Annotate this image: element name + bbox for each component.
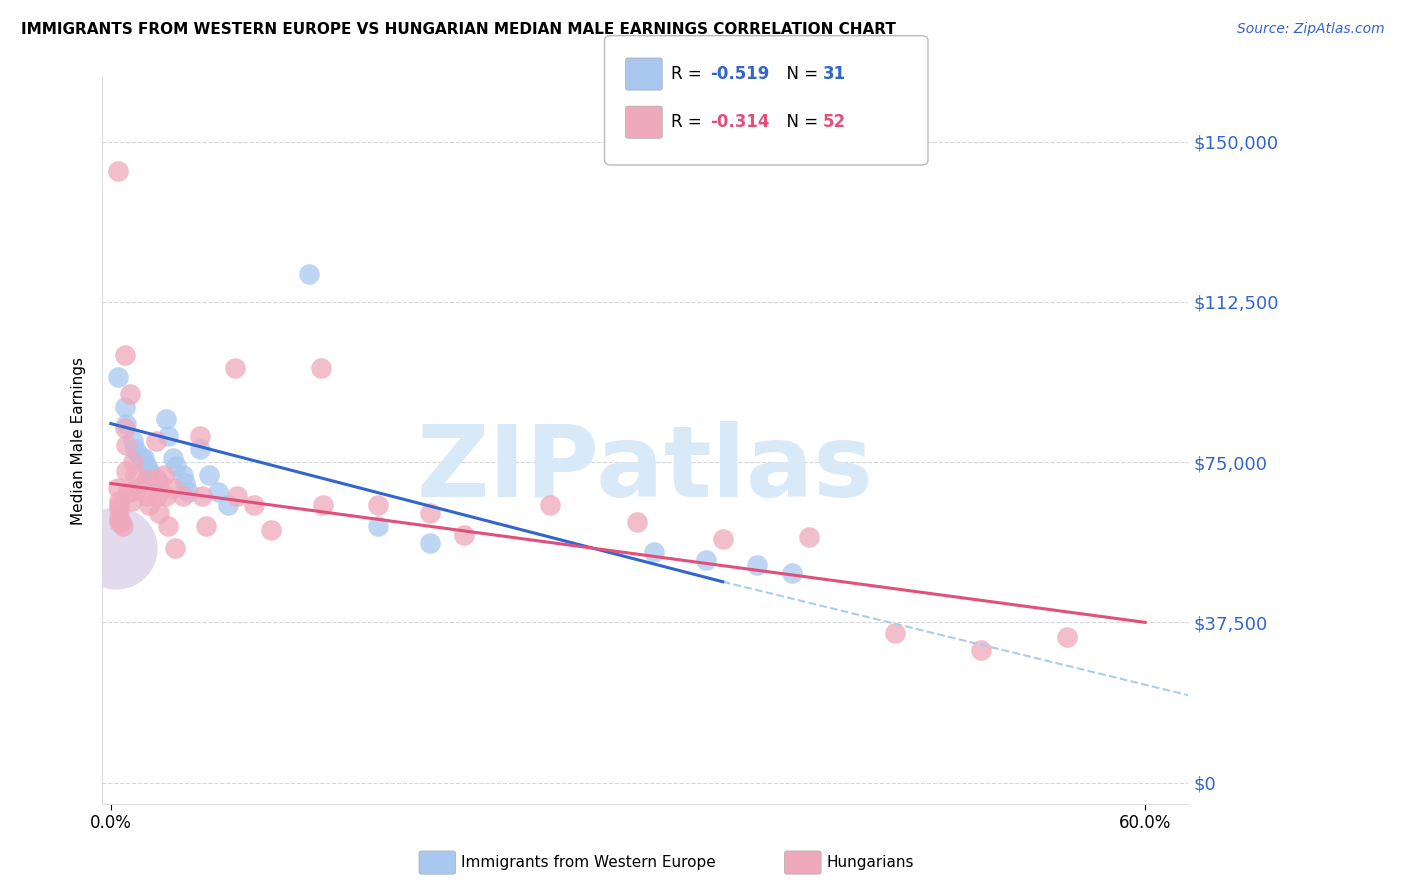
Text: -0.519: -0.519 [710,65,769,83]
Point [136,459,159,474]
Point [127,446,149,460]
Point [124,467,146,482]
Point [1056,630,1078,644]
Point [146,489,169,503]
Point [156,429,179,443]
Point [780,566,803,581]
Point [747,558,769,572]
Point [115,464,138,478]
Point [108,515,131,529]
Point [367,498,389,512]
Point [107,164,129,178]
Point [155,412,177,426]
Point [194,519,217,533]
Text: IMMIGRANTS FROM WESTERN EUROPE VS HUNGARIAN MEDIAN MALE EARNINGS CORRELATION CHA: IMMIGRANTS FROM WESTERN EUROPE VS HUNGAR… [21,22,896,37]
Point [538,498,561,512]
Point [172,489,194,503]
Point [695,553,717,567]
Point [148,476,170,491]
Point [122,434,145,448]
Point [162,481,184,495]
Point [145,434,167,448]
Point [117,485,139,500]
Point [108,502,131,516]
Y-axis label: Median Male Earnings: Median Male Earnings [72,357,86,524]
Point [419,507,441,521]
Point [121,493,143,508]
Point [108,498,131,512]
Point [114,400,136,414]
Point [643,545,665,559]
Point [198,467,221,482]
Point [114,421,136,435]
Point [108,510,131,524]
Point [190,429,212,443]
Point [217,498,239,512]
Point [107,369,129,384]
Point [162,450,184,465]
Text: 52: 52 [823,113,845,131]
Text: N =: N = [776,113,824,131]
Point [207,485,229,500]
Point [132,450,155,465]
Point [114,348,136,362]
Point [309,361,332,376]
Point [145,472,167,486]
Point [146,472,169,486]
Point [138,464,160,478]
Point [107,481,129,495]
Point [165,459,187,474]
Point [122,455,145,469]
Point [797,530,820,544]
Point [155,489,177,503]
Point [172,467,194,482]
Point [131,450,153,465]
Point [970,643,993,657]
Text: Source: ZipAtlas.com: Source: ZipAtlas.com [1237,22,1385,37]
Point [711,532,734,546]
Point [118,386,141,401]
Point [163,541,186,555]
Point [110,515,132,529]
Text: Immigrants from Western Europe: Immigrants from Western Europe [461,855,716,870]
Point [118,485,141,500]
Point [136,472,159,486]
Point [243,498,266,512]
Point [174,476,197,491]
Text: -0.314: -0.314 [710,113,769,131]
Point [136,489,159,503]
Point [105,541,128,555]
Point [191,489,214,503]
Point [225,489,247,503]
Point [260,524,283,538]
Point [298,267,321,281]
Point [453,527,475,541]
Point [127,481,149,495]
Point [177,485,200,500]
Point [367,519,389,533]
Point [108,493,131,508]
Point [115,417,138,431]
Text: 31: 31 [823,65,845,83]
Point [156,519,179,533]
Point [138,498,160,512]
Point [190,442,212,457]
Point [115,438,138,452]
Text: R =: R = [671,113,707,131]
Point [626,515,648,529]
Point [111,519,134,533]
Point [153,467,176,482]
Text: R =: R = [671,65,707,83]
Point [312,498,335,512]
Point [884,626,907,640]
Text: Hungarians: Hungarians [827,855,914,870]
Point [148,507,170,521]
Text: ZIPatlas: ZIPatlas [416,421,873,518]
Point [224,361,246,376]
Point [124,442,146,457]
Text: N =: N = [776,65,824,83]
Point [419,536,441,550]
Point [141,467,163,482]
